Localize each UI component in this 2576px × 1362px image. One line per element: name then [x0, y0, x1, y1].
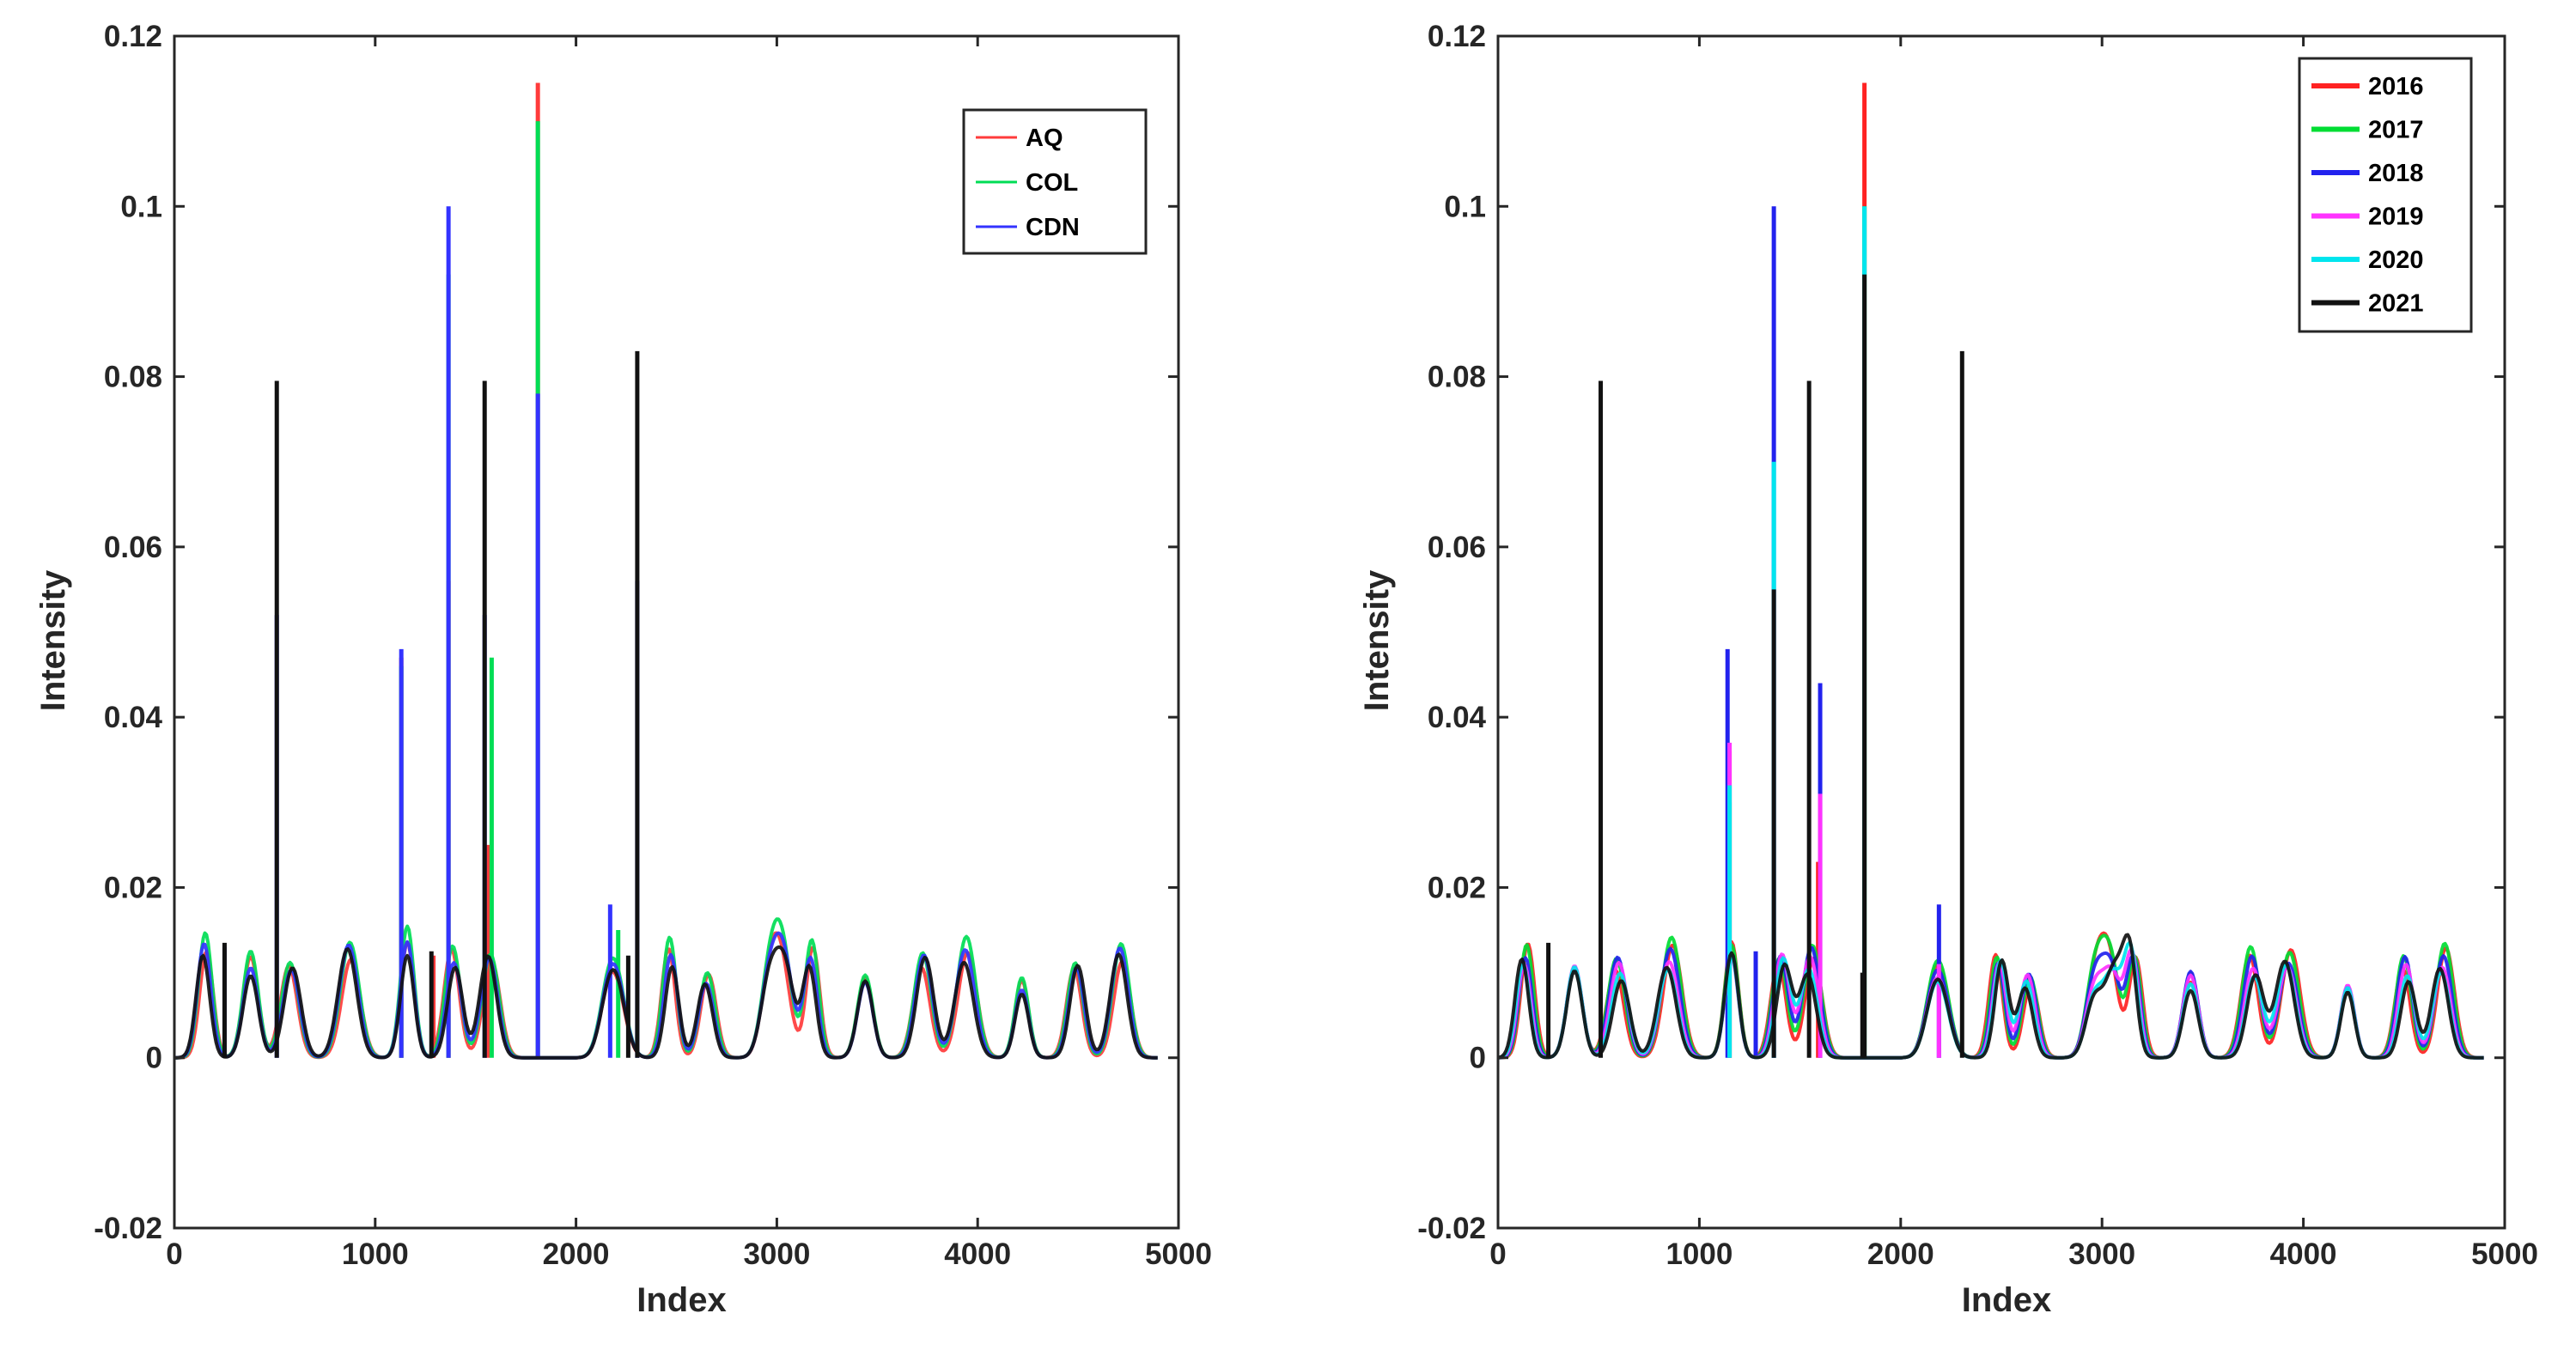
x-tick-label: 1000 [1666, 1237, 1733, 1271]
y-tick-label: 0.04 [1428, 701, 1487, 734]
series-2021 [1497, 274, 2484, 1060]
legend-label: 2020 [2368, 246, 2424, 274]
y-axis-label: Intensity [34, 569, 72, 711]
chart-panel-1: 0 1000 2000 3000 4000 5000-0.0200.020.040.060… [34, 20, 1212, 1319]
x-tick-label: 0 [166, 1237, 182, 1271]
legend-label: AQ [1026, 125, 1063, 152]
x-tick-label: 1000 [342, 1237, 409, 1271]
series-2017 [1497, 206, 2484, 1060]
axes-box [173, 34, 1180, 1230]
y-tick-label: 0.04 [104, 701, 163, 734]
x-tick-label: 3000 [743, 1237, 810, 1271]
series-2018 [1497, 206, 2484, 1060]
x-tick-label: 2000 [1867, 1237, 1934, 1271]
legend-label: 2016 [2368, 73, 2424, 100]
y-tick-label: 0.08 [104, 361, 162, 394]
legend-label: 2018 [2368, 160, 2424, 187]
legend-label: COL [1026, 169, 1078, 197]
series-line [1497, 933, 2484, 1060]
series-CDN [174, 206, 1158, 1060]
x-tick-label: 4000 [944, 1237, 1011, 1271]
x-tick-label: 3000 [2068, 1237, 2135, 1271]
y-axis-label: Intensity [1358, 569, 1396, 711]
legend-box [2298, 57, 2473, 333]
x-tick-label: 5000 [2471, 1237, 2538, 1271]
legend-label: 2021 [2368, 290, 2424, 318]
y-tick-label: 0.02 [104, 871, 162, 904]
x-tick-label: 4000 [2270, 1237, 2337, 1271]
legend: 2016 2017 2018 2019 2020 2021 [2298, 57, 2473, 333]
x-tick-label: 2000 [543, 1237, 610, 1271]
x-tick-label: 5000 [1145, 1237, 1212, 1271]
y-tick-label: -0.02 [1417, 1212, 1486, 1245]
y-tick-label: -0.02 [94, 1212, 162, 1245]
y-tick-label: 0 [1470, 1042, 1486, 1075]
legend-label: CDN [1026, 214, 1080, 241]
series-2020 [1497, 206, 2484, 1060]
chart-panel-2: 0 1000 2000 3000 4000 5000-0.0200.020.040.060… [1358, 20, 2538, 1319]
y-tick-label: 0.12 [104, 20, 162, 53]
legend-label: 2017 [2368, 117, 2424, 144]
series-line [174, 945, 1158, 1060]
x-axis-label: Index [1962, 1281, 2051, 1319]
y-tick-label: 0.1 [1444, 190, 1486, 223]
y-tick-label: 0.06 [1428, 531, 1486, 564]
legend: AQ COL CDN [962, 108, 1148, 255]
x-axis-label: Index [636, 1281, 726, 1319]
axes-box [1496, 34, 2506, 1230]
y-tick-label: 0.1 [120, 190, 162, 223]
series-COL [174, 121, 1158, 1060]
y-tick-label: 0 [146, 1042, 162, 1075]
y-tick-label: 0.08 [1428, 361, 1486, 394]
series-unlabeled-3 [174, 350, 1158, 1060]
y-tick-label: 0.06 [104, 531, 162, 564]
y-tick-label: 0.02 [1428, 871, 1486, 904]
y-tick-label: 0.12 [1428, 20, 1486, 53]
x-tick-label: 0 [1489, 1237, 1506, 1271]
legend-label: 2019 [2368, 204, 2424, 231]
